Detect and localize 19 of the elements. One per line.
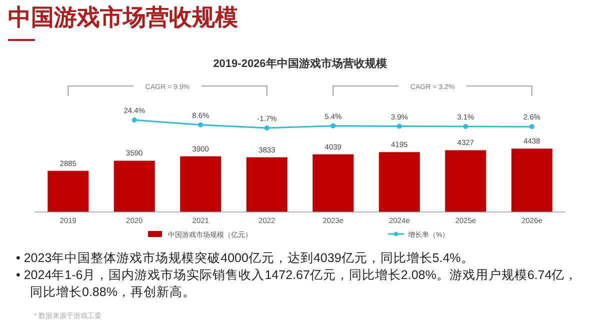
point xyxy=(396,124,402,129)
bar xyxy=(180,156,222,212)
chart-subtitle: 2019-2026年中国游戏市场营收规模 xyxy=(213,57,388,70)
bar xyxy=(312,154,354,212)
point xyxy=(198,122,204,128)
text: • 2024年1-6月，国内游戏市场实际销售收入1472.67亿元，同比增长2.08%。游戏用户规模6.74亿，同比增长0.88%，再创新高。 xyxy=(16,267,579,301)
text: • 2023年中国整体游戏市场规模突破4000亿元，达到4039亿元，同比增长5.4%。 xyxy=(16,250,475,267)
point xyxy=(529,124,534,130)
bar xyxy=(511,148,552,212)
title: 中国游戏市场营收规模 xyxy=(8,3,238,32)
point xyxy=(330,123,336,128)
bar xyxy=(48,170,89,212)
bar xyxy=(378,152,420,212)
point xyxy=(132,118,137,122)
point xyxy=(463,124,468,130)
point xyxy=(264,126,270,130)
bar xyxy=(445,150,486,212)
bar xyxy=(246,157,288,212)
bar xyxy=(114,160,155,212)
